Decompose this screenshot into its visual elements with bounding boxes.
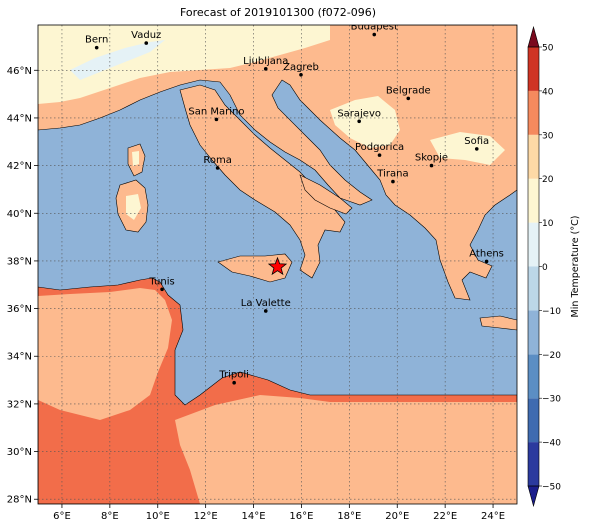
- colorbar-tick-label: 20: [542, 175, 554, 185]
- city-dot: [429, 163, 434, 168]
- tunisia-warm-region: [38, 288, 172, 420]
- lon-tick-label: 22°E: [433, 511, 457, 522]
- city-dot: [484, 259, 489, 264]
- colorbar-tick-label: 10: [542, 219, 554, 229]
- colorbar-min-arrow: [527, 485, 540, 508]
- lon-tick-label: 14°E: [242, 511, 266, 522]
- colorbar-band: [528, 266, 539, 311]
- city-dot: [94, 45, 99, 50]
- city-label: Zagreb: [283, 62, 319, 73]
- puglia-heel: [299, 174, 353, 215]
- city-label: Budapest: [351, 22, 398, 33]
- colorbar-tick-label: 50: [542, 44, 554, 54]
- city-label: Podgorica: [355, 142, 404, 153]
- lon-tick-label: 20°E: [385, 511, 409, 522]
- city-label: Bern: [85, 35, 108, 46]
- colorbar-max-arrow: [527, 25, 540, 48]
- lat-tick-label: 46°N: [7, 66, 32, 77]
- colorbar-band: [528, 310, 539, 355]
- city-dot: [299, 73, 303, 77]
- colorbar: −50 −40 −30 −20 −10 0 10 20 30 40 50 Min Temperatur…: [527, 25, 581, 508]
- lon-tick-label: 24°E: [481, 511, 505, 522]
- city-label: Vaduz: [131, 30, 161, 41]
- lat-tick-label: 28°N: [7, 495, 32, 506]
- city-dot: [263, 309, 268, 313]
- city-label: San Marino: [188, 106, 244, 117]
- lon-tick-label: 8°E: [101, 511, 119, 522]
- lat-tick-label: 38°N: [7, 256, 32, 267]
- colorbar-band: [528, 90, 539, 135]
- balkan-cool-region: [330, 96, 400, 148]
- city-label: Skopje: [415, 153, 448, 164]
- city-label: Sarajevo: [337, 108, 381, 119]
- forecast-location-marker[interactable]: [267, 256, 288, 276]
- city-label: Tirana: [376, 169, 408, 180]
- city-dot: [391, 179, 395, 184]
- city-dot: [144, 41, 149, 45]
- colorbar-label: Min Temperature (°C): [570, 216, 581, 318]
- city-label: Roma: [203, 155, 232, 166]
- city-label: Tripoli: [218, 370, 249, 381]
- corsica-cool-area: [132, 151, 139, 166]
- city-label: Belgrade: [386, 85, 431, 96]
- bulgaria-cool-region: [430, 132, 505, 165]
- city-dot: [263, 67, 268, 71]
- colorbar-tick-label: 40: [542, 87, 554, 97]
- city-label: Ljubljana: [243, 56, 288, 67]
- lat-tick-label: 40°N: [7, 209, 32, 220]
- city-dot: [215, 166, 220, 170]
- city-dot: [214, 117, 219, 122]
- crete-island: [479, 315, 517, 331]
- city-dot: [406, 96, 411, 101]
- lat-tick-label: 30°N: [7, 447, 32, 458]
- city-dot: [160, 287, 164, 292]
- lat-tick-label: 34°N: [7, 352, 32, 363]
- colorbar-tick-label: −50: [542, 483, 561, 493]
- colorbar-band: [528, 398, 539, 443]
- map-frame: [37, 24, 518, 505]
- colorbar-band: [528, 178, 539, 223]
- city-label: Sofia: [464, 136, 489, 147]
- alps-cool-region: [38, 25, 330, 104]
- city-label: Tunis: [148, 276, 174, 287]
- city-dot: [357, 119, 361, 124]
- city-dot: [377, 153, 382, 157]
- lon-tick-label: 12°E: [194, 511, 218, 522]
- colorbar-band: [528, 134, 539, 179]
- italy-peninsula: [179, 84, 346, 279]
- map-title: Forecast of 2019101300 (f072-096): [179, 6, 377, 19]
- alps-cold-region: [70, 40, 165, 80]
- lon-tick-label: 18°E: [337, 511, 361, 522]
- lon-tick-label: 16°E: [289, 511, 313, 522]
- lon-tick-label: 10°E: [146, 511, 170, 522]
- colorbar-tick-label: −30: [542, 395, 561, 405]
- colorbar-tick-label: −10: [542, 307, 561, 317]
- colorbar-tick-label: 30: [542, 131, 554, 141]
- colorbar-tick-label: 0: [542, 263, 548, 273]
- colorbar-band: [528, 354, 539, 399]
- city-dot: [232, 380, 236, 385]
- colorbar-band: [528, 222, 539, 267]
- colorbar-band: [528, 442, 539, 486]
- city-label: La Valette: [241, 298, 291, 309]
- lat-tick-label: 44°N: [7, 113, 32, 124]
- lat-tick-label: 36°N: [7, 304, 32, 315]
- lat-tick-label: 42°N: [7, 161, 32, 172]
- libya-warm-region: [175, 395, 517, 504]
- lat-tick-label: 32°N: [7, 399, 32, 410]
- colorbar-tick-label: −40: [542, 439, 561, 449]
- lon-tick-label: 6°E: [53, 511, 71, 522]
- sicily-island: [217, 253, 293, 283]
- map-axes: 6°E 8°E 10°E 12°E 14°E 16°E 18°E 20°E 22°E 24°E 28…: [7, 66, 505, 522]
- sardinia-cool-area: [126, 194, 141, 220]
- city-dot: [474, 147, 479, 151]
- city-dot: [372, 32, 377, 37]
- city-label: Athens: [469, 248, 504, 259]
- colorbar-band: [528, 47, 539, 91]
- colorbar-tick-label: −20: [542, 351, 561, 361]
